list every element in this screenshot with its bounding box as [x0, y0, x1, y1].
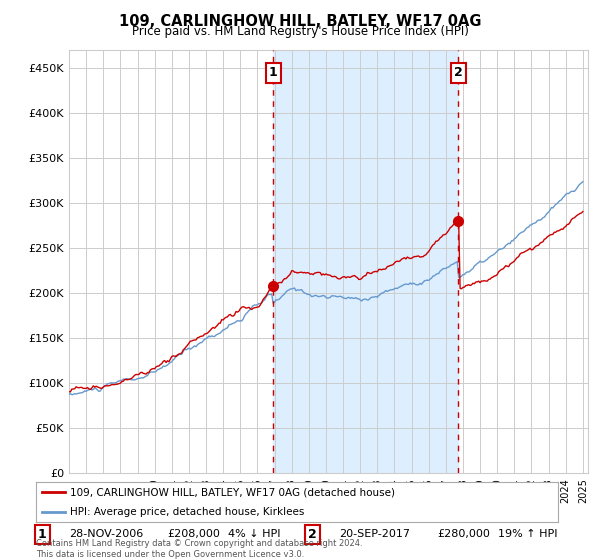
Text: 20-SEP-2017: 20-SEP-2017 — [339, 529, 410, 539]
Text: 1: 1 — [269, 67, 277, 80]
Text: 109, CARLINGHOW HILL, BATLEY, WF17 0AG: 109, CARLINGHOW HILL, BATLEY, WF17 0AG — [119, 14, 481, 29]
Text: 2: 2 — [454, 67, 463, 80]
Text: Contains HM Land Registry data © Crown copyright and database right 2024.
This d: Contains HM Land Registry data © Crown c… — [36, 539, 362, 559]
Bar — [273, 50, 458, 473]
Text: 4% ↓ HPI: 4% ↓ HPI — [227, 529, 280, 539]
Text: 2: 2 — [308, 528, 317, 541]
Text: 109, CARLINGHOW HILL, BATLEY, WF17 0AG (detached house): 109, CARLINGHOW HILL, BATLEY, WF17 0AG (… — [70, 488, 395, 497]
Text: £280,000: £280,000 — [437, 529, 490, 539]
Text: 28-NOV-2006: 28-NOV-2006 — [69, 529, 143, 539]
Text: £208,000: £208,000 — [167, 529, 220, 539]
Text: Price paid vs. HM Land Registry's House Price Index (HPI): Price paid vs. HM Land Registry's House … — [131, 25, 469, 38]
Text: 19% ↑ HPI: 19% ↑ HPI — [497, 529, 557, 539]
Text: 1: 1 — [38, 528, 47, 541]
Text: HPI: Average price, detached house, Kirklees: HPI: Average price, detached house, Kirk… — [70, 507, 304, 517]
